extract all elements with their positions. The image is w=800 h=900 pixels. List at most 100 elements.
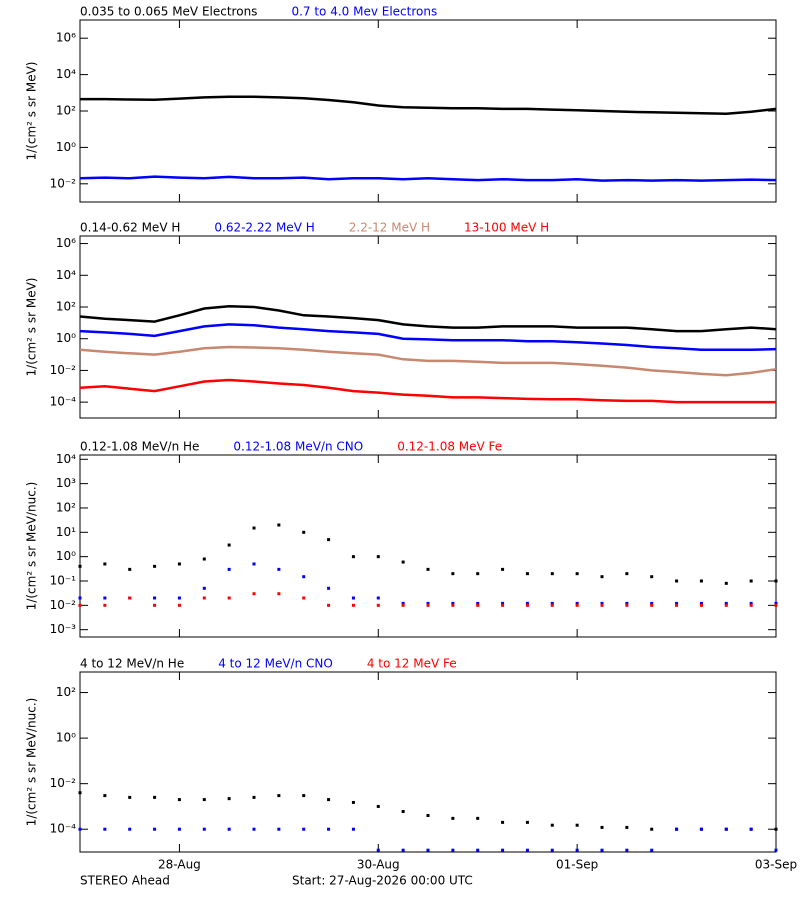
- data-point: [177, 562, 181, 566]
- data-point: [600, 603, 604, 607]
- data-point: [78, 564, 82, 568]
- data-point: [128, 596, 132, 600]
- data-point: [650, 601, 654, 605]
- data-point: [401, 810, 405, 814]
- y-tick-label: 10⁴: [56, 268, 76, 282]
- data-point: [177, 827, 181, 831]
- data-point: [600, 601, 604, 605]
- data-point: [451, 601, 455, 605]
- data-point: [476, 848, 480, 852]
- data-point: [277, 523, 281, 527]
- data-point: [327, 798, 331, 802]
- data-point: [327, 603, 331, 607]
- data-point: [575, 603, 579, 607]
- data-point: [749, 603, 753, 607]
- legend-entry: 0.62-2.22 MeV H: [214, 221, 314, 235]
- data-point: [774, 848, 778, 852]
- y-tick-label: 10⁰: [56, 549, 76, 563]
- data-point: [451, 572, 455, 576]
- data-point: [501, 848, 505, 852]
- y-tick-label: 10⁶: [56, 31, 76, 45]
- data-point: [675, 601, 679, 605]
- y-tick-label: 10²: [56, 299, 76, 313]
- x-tick-label: 30-Aug: [357, 858, 400, 872]
- legend-entry: 0.12-1.08 MeV/n He: [80, 440, 199, 454]
- y-tick-label: 10⁻²: [50, 363, 77, 377]
- y-axis-label: 1/(cm² s sr MeV/nuc.): [25, 482, 39, 611]
- data-point: [327, 538, 331, 542]
- data-point: [103, 596, 107, 600]
- data-point: [525, 848, 529, 852]
- y-tick-label: 10²: [56, 685, 76, 699]
- data-point: [525, 601, 529, 605]
- data-point: [177, 798, 181, 802]
- data-point: [724, 601, 728, 605]
- series-line: [79, 345, 777, 377]
- data-point: [749, 827, 753, 831]
- data-point: [650, 575, 654, 579]
- legend-entry: 13-100 MeV H: [464, 221, 549, 235]
- data-point: [426, 603, 430, 607]
- data-point: [177, 603, 181, 607]
- plot-frame: [79, 671, 777, 853]
- data-point: [600, 575, 604, 579]
- y-axis-label: 1/(cm² s sr MeV/nuc.): [25, 698, 39, 827]
- data-point: [302, 596, 306, 600]
- series-line: [79, 175, 777, 182]
- data-point: [103, 794, 107, 798]
- data-point: [202, 596, 206, 600]
- data-point: [476, 572, 480, 576]
- data-point: [78, 596, 82, 600]
- y-tick-label: 10⁰: [56, 140, 76, 154]
- data-point: [351, 555, 355, 559]
- data-point: [376, 555, 380, 559]
- y-tick-label: 10⁴: [56, 452, 76, 466]
- data-point: [376, 603, 380, 607]
- legend-entry: 0.12-1.08 MeV Fe: [397, 440, 502, 454]
- y-tick-label: 10⁰: [56, 731, 76, 745]
- data-point: [252, 592, 256, 596]
- x-tick-label: 03-Sep: [755, 858, 797, 872]
- data-point: [153, 827, 157, 831]
- data-point: [177, 596, 181, 600]
- data-point: [501, 603, 505, 607]
- data-point: [401, 848, 405, 852]
- data-point: [550, 601, 554, 605]
- data-point: [401, 601, 405, 605]
- y-tick-label: 10⁰: [56, 331, 76, 345]
- data-point: [302, 794, 306, 798]
- legend-entry: 0.7 to 4.0 Mev Electrons: [291, 5, 437, 19]
- data-point: [550, 603, 554, 607]
- data-point: [525, 820, 529, 824]
- data-point: [426, 601, 430, 605]
- data-point: [302, 530, 306, 534]
- data-point: [252, 562, 256, 566]
- data-point: [749, 601, 753, 605]
- data-point: [575, 601, 579, 605]
- data-point: [699, 603, 703, 607]
- data-point: [749, 579, 753, 583]
- data-point: [451, 603, 455, 607]
- data-point: [426, 848, 430, 852]
- y-tick-label: 10⁶: [56, 236, 76, 250]
- data-point: [650, 848, 654, 852]
- data-point: [277, 794, 281, 798]
- data-point: [774, 827, 778, 831]
- plot-frame: [79, 19, 777, 203]
- data-point: [103, 827, 107, 831]
- data-point: [501, 601, 505, 605]
- data-point: [78, 791, 82, 795]
- y-tick-label: 10⁻⁴: [50, 822, 77, 836]
- legend-entry: 4 to 12 MeV/n CNO: [218, 657, 333, 671]
- data-point: [202, 557, 206, 561]
- data-point: [501, 567, 505, 571]
- data-point: [724, 603, 728, 607]
- plot-frame: [79, 454, 777, 638]
- data-point: [774, 601, 778, 605]
- series-line: [79, 323, 777, 352]
- data-point: [103, 603, 107, 607]
- legend-entry: 4 to 12 MeV/n He: [80, 657, 184, 671]
- data-point: [227, 596, 231, 600]
- footer-left: STEREO Ahead: [80, 874, 170, 888]
- x-tick-label: 01-Sep: [556, 858, 598, 872]
